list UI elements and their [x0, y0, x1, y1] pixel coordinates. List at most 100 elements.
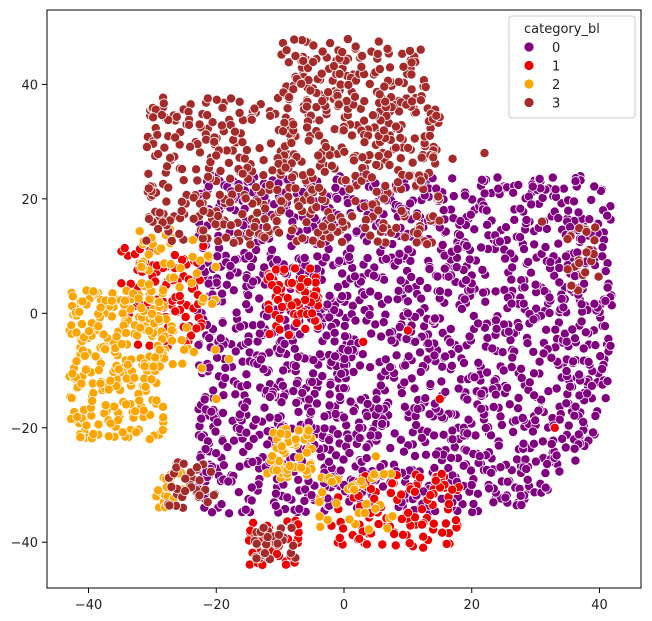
scatter-point-series-2-321	[188, 347, 199, 358]
scatter-point-series-0-1799	[324, 312, 335, 323]
scatter-point-series-3-169	[346, 130, 357, 141]
scatter-point-series-2-198	[71, 327, 82, 338]
legend: category_bl 0 1 2 3	[508, 15, 636, 119]
scatter-point-series-0-893	[509, 214, 520, 225]
scatter-point-series-0-495	[558, 183, 569, 194]
scatter-point-series-3-633	[420, 82, 431, 93]
scatter-point-series-0-16	[537, 436, 548, 447]
scatter-point-series-2-320	[179, 344, 190, 355]
scatter-point-series-0-405	[414, 347, 425, 358]
scatter-point-series-3-497	[143, 168, 154, 179]
scatter-point-series-0-1337	[536, 394, 547, 405]
scatter-point-series-0-888	[210, 426, 221, 437]
scatter-point-series-3-658	[372, 48, 383, 59]
scatter-point-series-0-430	[469, 224, 480, 235]
scatter-point-series-0-1311	[522, 338, 533, 349]
scatter-point-series-2-445	[211, 394, 222, 405]
scatter-point-series-3-256	[314, 130, 325, 141]
scatter-point-series-2-170	[121, 327, 132, 338]
scatter-point-series-3-482	[303, 135, 314, 146]
scatter-point-series-1-323	[280, 559, 291, 570]
scatter-point-series-0-866	[293, 474, 304, 485]
scatter-point-series-2-255	[117, 427, 128, 438]
scatter-point-series-1-179	[286, 300, 297, 311]
scatter-point-series-3-566	[364, 79, 375, 90]
scatter-point-series-3-95	[161, 196, 172, 207]
scatter-point-series-0-1646	[319, 411, 330, 422]
scatter-point-series-2-383	[296, 462, 307, 473]
scatter-point-series-3-240	[215, 165, 226, 176]
scatter-point-series-3-640	[380, 96, 391, 107]
scatter-point-series-0-1316	[424, 409, 435, 420]
scatter-point-series-0-1583	[378, 317, 389, 328]
scatter-point-series-3-480	[279, 117, 290, 128]
scatter-point-series-0-1711	[255, 319, 266, 330]
scatter-point-series-0-989	[464, 331, 475, 342]
scatter-point-series-0-1788	[528, 314, 539, 325]
scatter-point-series-0-1395	[375, 380, 386, 391]
scatter-point-series-3-254	[325, 232, 336, 243]
scatter-point-series-3-192	[176, 196, 187, 207]
scatter-point-series-3-421	[286, 137, 297, 148]
scatter-point-series-0-1525	[494, 236, 505, 247]
scatter-point-series-3-363	[239, 153, 250, 164]
scatter-point-series-0-1712	[529, 390, 540, 401]
scatter-point-series-0-1564	[476, 174, 487, 185]
scatter-point-series-0-1360	[423, 338, 434, 349]
scatter-point-series-1-249	[377, 539, 388, 550]
scatter-point-series-3-268	[301, 217, 312, 228]
scatter-point-series-0-1618	[455, 216, 466, 227]
scatter-point-series-0-1376	[483, 483, 494, 494]
scatter-point-series-0-1144	[518, 438, 529, 449]
scatter-point-series-0-1281	[547, 172, 558, 183]
scatter-point-series-0-762	[325, 379, 336, 390]
scatter-point-series-3-518	[433, 191, 444, 202]
points-layer	[64, 34, 617, 570]
scatter-point-series-3-514	[373, 205, 384, 216]
scatter-point-series-3-499	[424, 130, 435, 141]
scatter-point-series-2-180	[158, 285, 169, 296]
scatter-point-series-0-1180	[349, 271, 360, 282]
scatter-point-series-3-606	[393, 76, 404, 87]
scatter-point-series-0-1510	[196, 413, 207, 424]
scatter-point-series-0-1353	[491, 323, 502, 334]
scatter-point-series-0-1114	[254, 293, 265, 304]
scatter-point-series-0-1532	[565, 381, 576, 392]
scatter-point-series-2-316	[166, 325, 177, 336]
scatter-point-series-0-483	[377, 481, 388, 492]
x-tick-label: 40	[591, 598, 608, 613]
scatter-point-series-0-1338	[277, 380, 288, 391]
scatter-point-series-0-1745	[580, 327, 591, 338]
scatter-point-series-3-217	[194, 119, 205, 130]
scatter-point-series-0-1167	[308, 355, 319, 366]
scatter-point-series-0-1796	[410, 336, 421, 347]
scatter-point-series-3-478	[225, 93, 236, 104]
scatter-point-series-0-1560	[445, 337, 456, 348]
y-tick-label: 20	[21, 193, 38, 208]
scatter-point-series-3-255	[290, 183, 301, 194]
scatter-point-series-1-247	[450, 515, 461, 526]
scatter-point-series-0-1673	[550, 324, 561, 335]
scatter-point-series-0-1694	[212, 251, 223, 262]
scatter-point-series-0-1688	[480, 422, 491, 433]
scatter-point-series-3-451	[158, 98, 169, 109]
scatter-point-series-0-1782	[429, 313, 440, 324]
scatter-point-series-0-947	[373, 290, 384, 301]
scatter-point-series-0-1615	[605, 340, 616, 351]
scatter-point-series-3-362	[396, 205, 407, 216]
scatter-point-series-3-463	[380, 180, 391, 191]
scatter-point-series-3-366	[367, 199, 378, 210]
scatter-point-series-0-1545	[589, 181, 600, 192]
scatter-point-series-2-324	[153, 314, 164, 325]
scatter-point-series-0-1723	[306, 490, 317, 501]
scatter-point-series-0-1143	[304, 394, 315, 405]
scatter-point-series-2-317	[143, 279, 154, 290]
scatter-point-series-3-615	[290, 51, 301, 62]
scatter-point-series-0-1081	[524, 377, 535, 388]
scatter-point-series-2-240	[87, 395, 98, 406]
scatter-point-series-0-1163	[534, 356, 545, 367]
scatter-point-series-0-1755	[241, 427, 252, 438]
scatter-point-series-0-1631	[312, 251, 323, 262]
scatter-point-series-0-1450	[503, 326, 514, 337]
scatter-point-series-0-1128	[507, 352, 518, 363]
